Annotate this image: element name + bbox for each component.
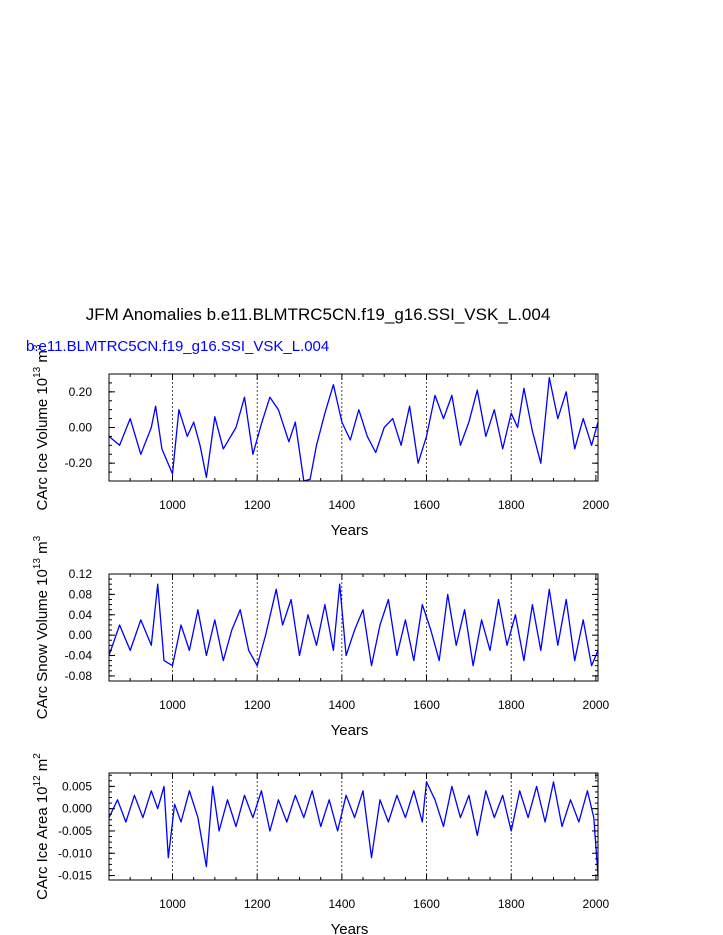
x-tick-label: 1400 bbox=[329, 897, 356, 911]
series-line bbox=[108, 781, 599, 876]
y-axis-label-superscript: 2 bbox=[32, 753, 43, 759]
y-tick-label: 0.000 bbox=[62, 802, 92, 816]
chart-panels: 1000 1200 1400 1600 1800 2000 -0.20 0.00 0.20 Yea… bbox=[32, 344, 610, 935]
y-axis-label-text: m bbox=[34, 350, 51, 367]
figure-subtitle: b.e11.BLMTRC5CN.f19_g16.SSI_VSK_L.004 bbox=[26, 338, 330, 355]
y-tick-label: 0.20 bbox=[69, 385, 93, 399]
x-tick-label: 1600 bbox=[413, 897, 440, 911]
y-tick-label: -0.20 bbox=[65, 456, 93, 470]
chart-panel-3: 1000 1200 1400 1600 1800 2000 -0.015 -0.010 -0.0… bbox=[32, 753, 610, 935]
y-axis-label-superscript: 12 bbox=[32, 775, 43, 787]
x-tick-label: 1400 bbox=[329, 498, 356, 512]
y-tick-label: 0.00 bbox=[69, 628, 93, 642]
x-tick-label: 1800 bbox=[498, 498, 525, 512]
y-axis-label-superscript: 13 bbox=[32, 366, 43, 378]
x-axis-label: Years bbox=[331, 921, 369, 935]
x-tick-label: 1000 bbox=[159, 897, 186, 911]
x-tick-label: 2000 bbox=[583, 698, 610, 712]
y-tick-label: -0.08 bbox=[65, 669, 93, 683]
y-axis-label-superscript: 3 bbox=[32, 344, 43, 350]
y-axis-label-text: CArc Ice Volume 10 bbox=[34, 378, 51, 511]
y-tick-label: 0.005 bbox=[62, 779, 92, 793]
x-axis-label: Years bbox=[331, 522, 369, 539]
y-axis-label-text: m bbox=[34, 541, 51, 558]
y-tick-label: -0.015 bbox=[58, 869, 92, 883]
series-line bbox=[108, 583, 599, 667]
x-tick-label: 1800 bbox=[498, 698, 525, 712]
y-axis-label-text: m bbox=[34, 759, 51, 776]
y-axis-label-text: CArc Ice Area 10 bbox=[34, 786, 51, 899]
x-tick-label: 2000 bbox=[583, 498, 610, 512]
figure-title: JFM Anomalies b.e11.BLMTRC5CN.f19_g16.SS… bbox=[85, 305, 551, 324]
y-axis-label-text: CArc Snow Volume 10 bbox=[34, 569, 51, 719]
y-tick-label: 0.00 bbox=[69, 421, 93, 435]
y-tick-label: 0.04 bbox=[69, 608, 93, 622]
x-tick-label: 2000 bbox=[583, 897, 610, 911]
x-tick-label: 1200 bbox=[244, 698, 271, 712]
x-tick-label: 1200 bbox=[244, 897, 271, 911]
y-tick-label: 0.08 bbox=[69, 587, 93, 601]
y-axis-label: CArc Ice Volume 1013 m3 bbox=[32, 344, 51, 510]
x-tick-label: 1200 bbox=[244, 498, 271, 512]
y-axis-label: CArc Snow Volume 1013 m3 bbox=[32, 535, 51, 719]
y-tick-label: -0.010 bbox=[58, 846, 92, 860]
chart-panel-2: 1000 1200 1400 1600 1800 2000 -0.08 -0.04 0.00 0.… bbox=[32, 535, 610, 739]
x-axis-label: Years bbox=[331, 722, 369, 739]
plot-frame bbox=[108, 772, 599, 881]
y-axis-label-superscript: 13 bbox=[32, 558, 43, 570]
x-tick-label: 1000 bbox=[159, 698, 186, 712]
y-tick-label: -0.005 bbox=[58, 824, 92, 838]
y-axis-label: CArc Ice Area 1012 m2 bbox=[32, 753, 51, 900]
x-tick-label: 1600 bbox=[413, 698, 440, 712]
x-tick-label: 1600 bbox=[413, 498, 440, 512]
x-tick-label: 1800 bbox=[498, 897, 525, 911]
chart-panel-1: 1000 1200 1400 1600 1800 2000 -0.20 0.00 0.20 Yea… bbox=[32, 344, 610, 539]
x-tick-label: 1000 bbox=[159, 498, 186, 512]
x-tick-label: 1400 bbox=[329, 698, 356, 712]
y-axis-label-superscript: 3 bbox=[32, 535, 43, 541]
y-tick-label: -0.04 bbox=[65, 649, 93, 663]
plot-frame bbox=[108, 573, 599, 682]
y-tick-label: 0.12 bbox=[69, 567, 93, 581]
series-line bbox=[108, 376, 599, 482]
